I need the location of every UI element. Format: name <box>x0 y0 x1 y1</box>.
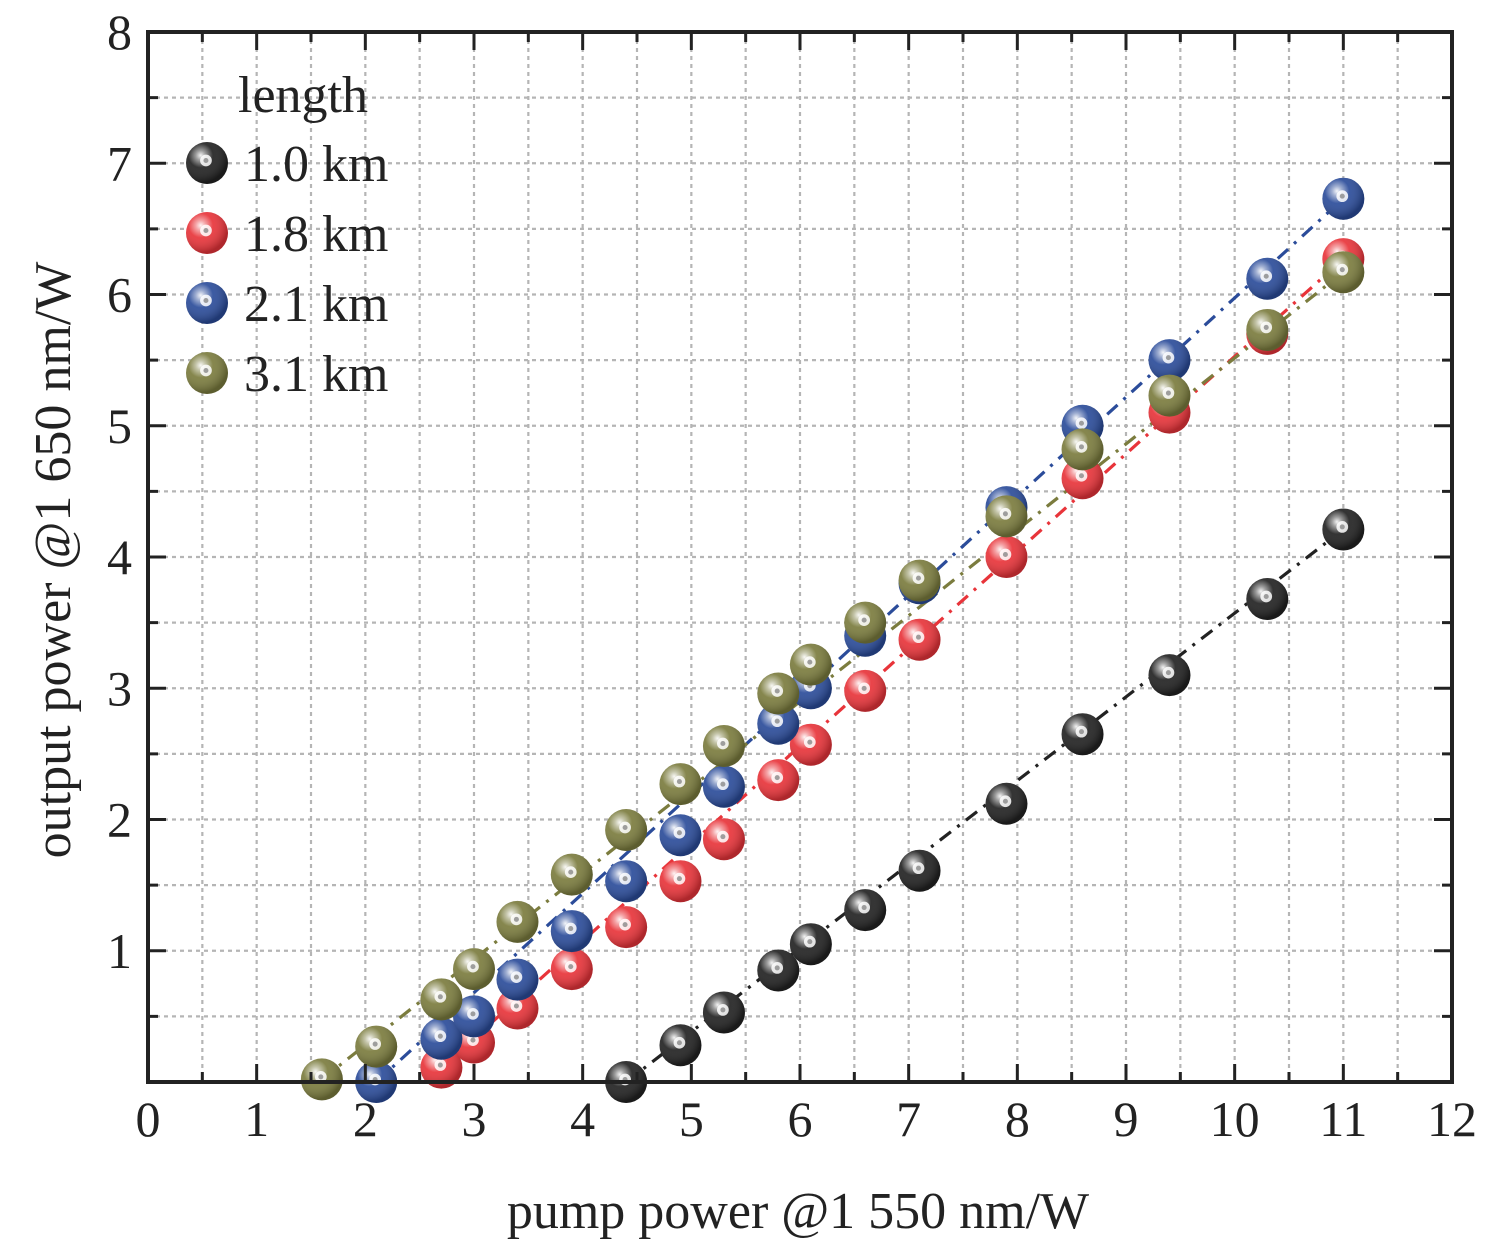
grid-lines <box>148 32 1452 1082</box>
y-tick-label: 1 <box>107 923 132 979</box>
data-point <box>605 906 648 949</box>
data-point <box>702 991 745 1034</box>
data-point <box>1148 374 1191 417</box>
data-point <box>757 672 800 715</box>
data-points <box>300 177 1365 1103</box>
x-tick-label: 10 <box>1210 1091 1260 1147</box>
data-point <box>550 853 593 896</box>
x-tick-label: 7 <box>896 1091 921 1147</box>
legend-title: length <box>238 67 368 124</box>
y-tick-label: 3 <box>107 660 132 716</box>
data-point <box>702 725 745 767</box>
legend-label: 2.1 km <box>244 276 388 333</box>
fit-line <box>320 270 1345 1081</box>
data-point <box>300 1058 343 1101</box>
data-point <box>1322 177 1365 220</box>
data-point <box>757 759 800 802</box>
data-point <box>496 987 539 1030</box>
data-point <box>789 923 832 966</box>
data-point <box>1246 257 1289 300</box>
y-tick-label: 7 <box>107 135 132 191</box>
x-tick-label: 12 <box>1427 1091 1477 1147</box>
y-tick-label: 8 <box>107 4 132 60</box>
data-point <box>985 536 1028 578</box>
x-tick-label: 1 <box>244 1091 269 1147</box>
legend-label: 1.0 km <box>244 136 388 193</box>
data-point <box>844 889 887 932</box>
y-tick-label: 4 <box>107 529 132 585</box>
data-point <box>844 669 887 712</box>
data-point <box>420 1046 463 1089</box>
data-point <box>1148 339 1191 382</box>
x-axis-title: pump power @1 550 nm/W <box>507 1183 1089 1240</box>
data-point <box>420 978 463 1021</box>
data-point <box>1246 578 1289 620</box>
data-point <box>605 809 648 851</box>
data-point <box>659 860 702 903</box>
x-tick-label: 0 <box>136 1091 161 1147</box>
x-tick-label: 11 <box>1319 1091 1367 1147</box>
data-point <box>605 860 648 903</box>
data-point <box>355 1025 398 1068</box>
data-point <box>1148 654 1191 697</box>
data-point <box>898 849 941 892</box>
legend: length 1.0 km 1.8 km 2.1 km 3.1 km <box>186 67 388 403</box>
data-point <box>702 765 745 808</box>
legend-marker <box>186 142 228 184</box>
data-point <box>985 495 1028 538</box>
data-point <box>1322 508 1365 551</box>
x-tick-label: 5 <box>679 1091 704 1147</box>
data-point <box>1322 251 1365 294</box>
data-point <box>659 814 702 857</box>
data-point <box>659 763 702 806</box>
data-point <box>898 559 941 602</box>
data-point <box>453 948 495 991</box>
data-point <box>420 1017 463 1060</box>
x-tick-label: 8 <box>1005 1091 1030 1147</box>
data-point <box>898 618 941 661</box>
y-tick-label: 5 <box>107 398 132 454</box>
data-point <box>702 818 745 861</box>
x-tick-label: 4 <box>570 1091 595 1147</box>
legend-label: 3.1 km <box>244 346 388 403</box>
data-point <box>985 782 1028 825</box>
data-point <box>789 723 832 766</box>
data-point <box>550 948 593 991</box>
data-point <box>496 958 539 1001</box>
legend-marker <box>186 212 228 254</box>
data-point <box>789 643 832 686</box>
data-point <box>496 900 539 943</box>
data-point <box>453 995 495 1038</box>
y-tick-label: 6 <box>107 267 132 323</box>
legend-marker <box>186 352 228 394</box>
legend-marker <box>186 282 228 324</box>
data-point <box>844 601 887 644</box>
data-point <box>757 702 800 745</box>
data-point <box>1061 428 1104 471</box>
x-tick-label: 6 <box>788 1091 813 1147</box>
fit-line <box>625 528 1345 1084</box>
x-tick-label: 9 <box>1114 1091 1139 1147</box>
data-point <box>1061 457 1104 500</box>
legend-label: 1.8 km <box>244 206 388 263</box>
data-point <box>1061 713 1104 756</box>
x-tick-label: 2 <box>353 1091 378 1147</box>
data-point <box>1246 308 1289 351</box>
y-axis-title: output power @1 650 nm/W <box>25 262 82 859</box>
y-tick-label: 2 <box>107 792 132 848</box>
data-point <box>659 1024 702 1067</box>
data-point <box>550 910 593 953</box>
data-point <box>757 949 800 992</box>
x-tick-label: 3 <box>462 1091 487 1147</box>
